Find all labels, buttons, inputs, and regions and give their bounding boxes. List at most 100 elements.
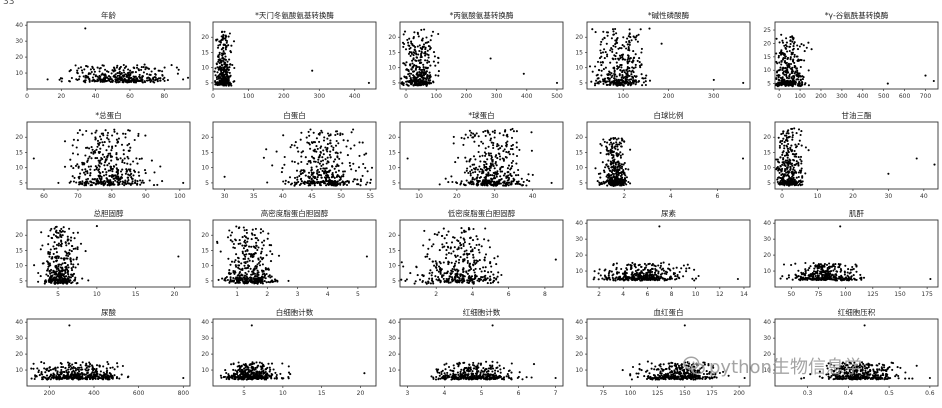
data-point (100, 138, 103, 141)
data-point (288, 176, 292, 179)
data-point (48, 251, 52, 254)
data-point (790, 53, 793, 56)
data-point (222, 37, 225, 40)
x-tick-label: 400 (857, 93, 869, 100)
data-point (319, 146, 322, 149)
data-point (414, 50, 417, 53)
data-point (81, 133, 84, 136)
data-point (129, 170, 132, 173)
data-point (491, 158, 494, 162)
data-point (55, 272, 58, 275)
data-point (511, 159, 515, 163)
data-point (500, 145, 503, 148)
data-point (605, 175, 608, 178)
data-point (94, 131, 97, 134)
data-point (445, 277, 448, 281)
data-point (310, 173, 313, 177)
data-point (101, 141, 104, 144)
x-tick-label: 50 (337, 193, 345, 200)
data-point (502, 184, 505, 187)
data-point (625, 40, 628, 44)
data-point (625, 69, 628, 72)
data-point (300, 177, 303, 180)
data-point (90, 151, 93, 154)
data-point (122, 63, 125, 67)
data-point (780, 33, 783, 36)
data-point (63, 230, 66, 233)
data-point (619, 181, 622, 185)
data-point (430, 274, 433, 277)
x-tick-label: 40 (920, 193, 928, 200)
data-point (784, 46, 787, 49)
data-point (343, 170, 346, 173)
data-point (322, 153, 325, 156)
data-point (409, 54, 412, 57)
data-point (96, 178, 99, 181)
data-point (783, 173, 786, 176)
data-point (775, 158, 778, 161)
data-point (451, 180, 454, 184)
data-point (430, 82, 433, 85)
data-point (72, 180, 75, 183)
data-point (106, 183, 109, 186)
data-point (78, 129, 81, 132)
data-point (787, 164, 790, 167)
data-point (153, 171, 156, 174)
data-point (782, 70, 786, 73)
x-tick-label: 2 (622, 193, 626, 200)
data-point (617, 58, 620, 61)
data-point (229, 276, 232, 279)
data-point (71, 175, 74, 178)
y-tick-label: 25 (763, 27, 771, 34)
x-tick-label: 2 (434, 291, 438, 298)
data-point (420, 80, 424, 83)
data-point (777, 182, 780, 185)
data-point (307, 160, 310, 163)
data-point (303, 180, 306, 183)
data-point (126, 155, 129, 158)
data-point (785, 45, 788, 48)
data-point (359, 180, 363, 183)
data-point (251, 228, 254, 231)
data-point (465, 249, 468, 252)
data-point (133, 79, 136, 82)
data-point (307, 130, 310, 133)
data-point (470, 168, 473, 172)
data-point (227, 257, 230, 260)
data-point (230, 44, 233, 47)
data-point (295, 182, 298, 185)
y-tick-label: 20 (15, 134, 23, 141)
data-point (463, 137, 466, 140)
data-point (60, 240, 63, 243)
data-point (451, 267, 454, 271)
data-point (628, 28, 631, 31)
data-point (309, 147, 312, 150)
data-point (148, 73, 151, 76)
data-point (133, 170, 137, 173)
data-point (217, 278, 220, 281)
data-point (333, 183, 336, 186)
data-point (469, 134, 472, 137)
data-point (630, 70, 633, 73)
data-point (157, 69, 160, 72)
data-point (797, 128, 801, 131)
data-point (600, 64, 603, 67)
data-point (625, 47, 628, 50)
data-point (460, 231, 463, 234)
x-tick-label: 90 (142, 193, 150, 200)
data-point (322, 149, 325, 152)
data-point (610, 166, 613, 169)
data-point (415, 73, 418, 76)
data-point (48, 253, 51, 256)
data-point (499, 175, 502, 178)
data-point (799, 133, 802, 137)
data-point (787, 77, 790, 80)
data-point (621, 44, 624, 47)
data-point (438, 183, 441, 186)
data-point (619, 151, 622, 154)
data-point (358, 154, 361, 157)
y-tick-label: 15 (763, 54, 771, 61)
